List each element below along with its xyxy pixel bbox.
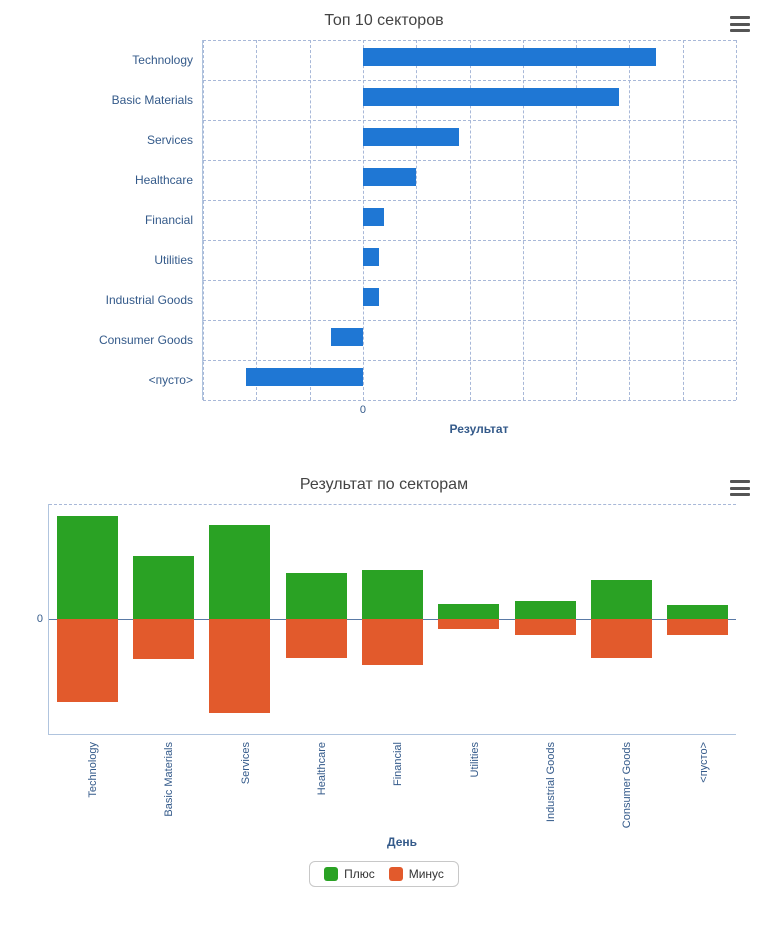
chart2-bar-positive[interactable] [209, 525, 270, 619]
chart1-row: Basic Materials [203, 80, 736, 120]
sector-result-chart: Результат по секторам 0TechnologyBasic M… [12, 476, 756, 887]
chart1-title: Топ 10 секторов [12, 12, 756, 30]
chart2-bar-positive[interactable] [362, 570, 423, 619]
chart2-category-label: Healthcare [316, 742, 328, 795]
chart1-hgrid [203, 280, 736, 281]
chart1-row: Financial [203, 200, 736, 240]
chart1-row: Consumer Goods [203, 320, 736, 360]
chart1-row: Healthcare [203, 160, 736, 200]
chart2-column: Services [202, 504, 278, 734]
chart2-xlabel: День [48, 835, 756, 849]
chart1-hgrid [203, 240, 736, 241]
chart2-bar-positive[interactable] [438, 604, 499, 619]
chart1-plot-area: 0TechnologyBasic MaterialsServicesHealth… [202, 40, 736, 400]
chart2-bar-positive[interactable] [515, 601, 576, 619]
chart2-bar-negative[interactable] [209, 619, 270, 713]
chart2-bar-negative[interactable] [133, 619, 194, 659]
chart2-title: Результат по секторам [12, 476, 756, 494]
chart1-hgrid [203, 320, 736, 321]
chart1-category-label: Services [147, 133, 193, 147]
chart1-category-label: Consumer Goods [99, 333, 193, 347]
chart1-category-label: Industrial Goods [106, 293, 193, 307]
chart1-menu-icon[interactable] [730, 16, 750, 32]
chart1-bar[interactable] [363, 208, 384, 226]
chart1-category-label: Technology [132, 53, 193, 67]
chart2-column: Technology [49, 504, 125, 734]
chart2-plot-area: 0TechnologyBasic MaterialsServicesHealth… [48, 504, 736, 735]
chart2-column: Utilities [431, 504, 507, 734]
chart1-row: Utilities [203, 240, 736, 280]
chart1-hgrid [203, 160, 736, 161]
legend-label-plus: Плюс [344, 867, 375, 881]
chart2-bar-positive[interactable] [286, 573, 347, 619]
chart2-bar-negative[interactable] [591, 619, 652, 658]
chart1-hgrid [203, 400, 736, 401]
chart2-column: Financial [354, 504, 430, 734]
chart2-category-label: Industrial Goods [545, 742, 557, 822]
legend-swatch-plus [324, 867, 338, 881]
chart1-hgrid [203, 40, 736, 41]
chart1-category-label: Financial [145, 213, 193, 227]
legend-item-minus[interactable]: Минус [389, 867, 444, 881]
chart2-column: Industrial Goods [507, 504, 583, 734]
chart1-bar[interactable] [331, 328, 363, 346]
chart2-bar-negative[interactable] [286, 619, 347, 658]
chart2-legend: Плюс Минус [309, 861, 459, 887]
chart2-column: <пусто> [660, 504, 736, 734]
chart2-category-label: <пусто> [698, 742, 710, 783]
chart2-bar-positive[interactable] [667, 605, 728, 619]
chart2-bar-negative[interactable] [438, 619, 499, 629]
chart2-bar-positive[interactable] [57, 516, 118, 620]
chart2-ytick-label: 0 [37, 613, 43, 625]
chart2-column: Consumer Goods [583, 504, 659, 734]
chart1-category-label: Utilities [154, 253, 193, 267]
chart1-row: Industrial Goods [203, 280, 736, 320]
chart1-row: Technology [203, 40, 736, 80]
chart1-bar[interactable] [363, 288, 379, 306]
chart2-bar-negative[interactable] [57, 619, 118, 702]
chart1-category-label: Basic Materials [112, 93, 193, 107]
chart1-bar[interactable] [363, 248, 379, 266]
chart2-category-label: Financial [392, 742, 404, 786]
chart1-category-label: <пусто> [149, 373, 193, 387]
chart2-category-label: Utilities [469, 742, 481, 777]
chart2-column: Basic Materials [125, 504, 201, 734]
chart2-bar-negative[interactable] [515, 619, 576, 635]
chart2-category-label: Technology [87, 742, 99, 798]
chart1-bar[interactable] [363, 168, 416, 186]
chart1-bar[interactable] [363, 128, 459, 146]
chart1-row: Services [203, 120, 736, 160]
chart2-menu-icon[interactable] [730, 480, 750, 496]
legend-label-minus: Минус [409, 867, 444, 881]
chart2-category-label: Basic Materials [163, 742, 175, 817]
chart2-bar-positive[interactable] [133, 556, 194, 619]
chart1-xlabel: Результат [202, 422, 756, 436]
chart2-category-label: Consumer Goods [621, 742, 633, 828]
chart1-vgrid [736, 40, 737, 400]
chart1-category-label: Healthcare [135, 173, 193, 187]
chart1-bar[interactable] [246, 368, 363, 386]
chart1-row: <пусто> [203, 360, 736, 400]
chart2-column: Healthcare [278, 504, 354, 734]
chart1-hgrid [203, 360, 736, 361]
legend-item-plus[interactable]: Плюс [324, 867, 375, 881]
chart1-hgrid [203, 80, 736, 81]
chart1-hgrid [203, 120, 736, 121]
top-sectors-chart: Топ 10 секторов 0TechnologyBasic Materia… [12, 12, 756, 436]
chart1-hgrid [203, 200, 736, 201]
chart2-category-label: Services [240, 742, 252, 784]
chart1-bar[interactable] [363, 48, 656, 66]
legend-swatch-minus [389, 867, 403, 881]
chart2-bar-negative[interactable] [362, 619, 423, 665]
chart1-xtick-label: 0 [360, 404, 366, 416]
chart2-bar-negative[interactable] [667, 619, 728, 635]
chart2-bar-positive[interactable] [591, 580, 652, 619]
chart1-bar[interactable] [363, 88, 619, 106]
